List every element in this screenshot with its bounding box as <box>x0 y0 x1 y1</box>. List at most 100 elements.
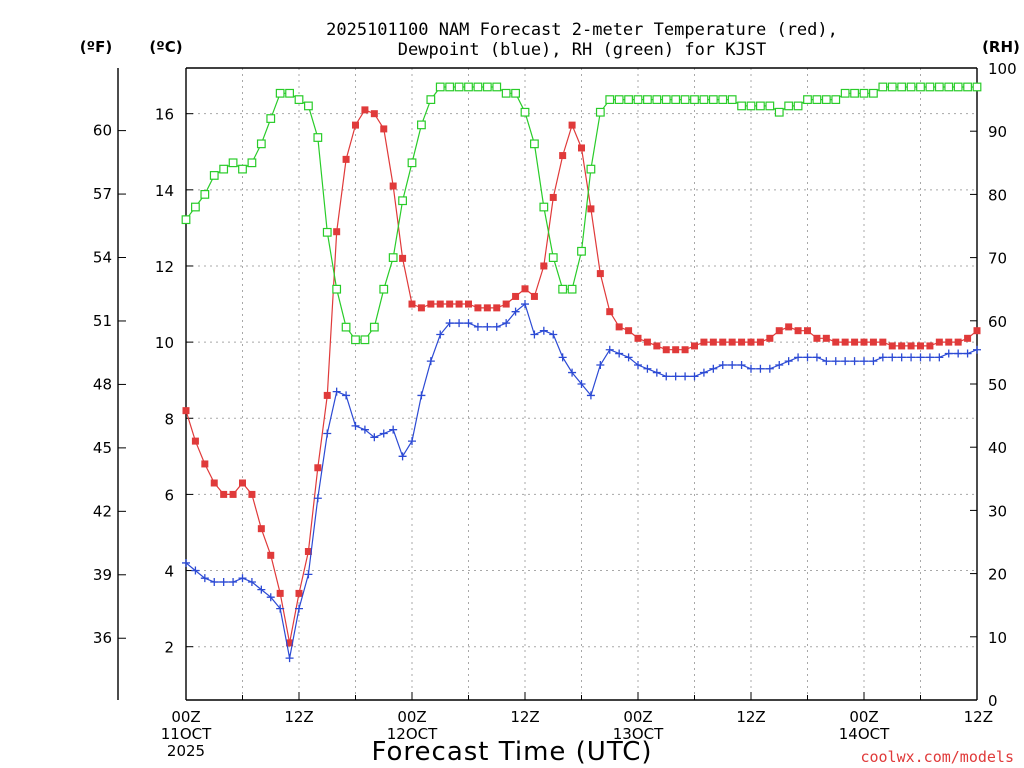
temperature-point-32 <box>483 304 491 312</box>
rh-point-40 <box>558 284 568 294</box>
rh-tick-label-5: 50 <box>988 376 1007 394</box>
rh-point-29 <box>454 82 464 92</box>
dewpoint-point-33 <box>492 322 501 331</box>
temperature-point-22 <box>389 182 397 190</box>
dewpoint-point-58 <box>728 360 737 369</box>
fahrenheit-tick-label-0: 36 <box>93 629 112 647</box>
rh-point-58 <box>727 95 737 105</box>
rh-tick-label-10: 100 <box>988 60 1017 78</box>
rh-point-48 <box>633 95 643 105</box>
time-tick-label-5-0: 12Z <box>736 708 765 726</box>
rh-point-52 <box>671 95 681 105</box>
time-tick-label-0-0: 00Z <box>171 708 200 726</box>
temperature-point-78 <box>917 342 924 350</box>
dewpoint-point-26 <box>426 357 435 366</box>
temperature-point-35 <box>512 292 520 300</box>
temperature-point-21 <box>380 125 388 133</box>
temperature-point-29 <box>455 300 463 308</box>
temperature-point-62 <box>766 334 774 342</box>
rh-point-44 <box>595 107 605 117</box>
chart-axes <box>117 67 978 701</box>
rh-point-42 <box>577 246 586 256</box>
temperature-point-0 <box>182 407 190 415</box>
rh-point-77 <box>906 82 916 92</box>
rh-point-53 <box>680 95 690 105</box>
temperature-point-23 <box>399 254 407 262</box>
dewpoint-point-72 <box>860 357 868 366</box>
rh-point-57 <box>718 95 728 105</box>
fahrenheit-tick-label-2: 42 <box>93 502 112 520</box>
dewpoint-point-20 <box>370 433 379 442</box>
dewpoint-point-76 <box>897 353 906 362</box>
dewpoint-point-70 <box>841 357 850 366</box>
dewpoint-point-74 <box>878 353 887 362</box>
rh-point-69 <box>831 95 841 105</box>
dewpoint-point-62 <box>765 364 774 373</box>
temperature-point-77 <box>907 342 915 350</box>
rh-tick-label-0: 0 <box>988 692 998 710</box>
dewpoint-point-46 <box>615 349 624 358</box>
rh-point-74 <box>878 82 888 92</box>
temperature-point-10 <box>276 589 284 597</box>
dewpoint-point-7 <box>247 577 256 586</box>
rh-point-49 <box>643 95 652 105</box>
temperature-point-54 <box>691 342 698 350</box>
dewpoint-point-25 <box>417 391 426 400</box>
rh-point-30 <box>464 82 473 92</box>
temperature-point-73 <box>869 338 877 346</box>
rh-point-34 <box>501 88 511 98</box>
temperature-point-15 <box>323 391 331 399</box>
rh-axis-unit: (RH) <box>982 38 1020 56</box>
temperature-point-53 <box>681 346 689 354</box>
rh-point-37 <box>530 139 539 149</box>
temperature-point-2 <box>201 460 209 468</box>
celsius-tick-label-4: 10 <box>155 334 174 352</box>
rh-point-2 <box>200 190 210 199</box>
rh-point-43 <box>586 164 596 174</box>
dewpoint-point-73 <box>869 357 878 366</box>
dewpoint-point-19 <box>360 425 369 434</box>
dewpoint-point-52 <box>671 372 680 381</box>
dewpoint-point-34 <box>502 319 511 328</box>
rh-point-75 <box>887 82 897 92</box>
rh-point-84 <box>972 82 982 92</box>
temperature-point-64 <box>785 323 793 331</box>
time-tick-label-6-0: 00Z <box>849 708 878 726</box>
dewpoint-point-56 <box>709 364 718 373</box>
temperature-point-1 <box>191 437 199 445</box>
dewpoint-point-60 <box>747 364 755 373</box>
dewpoint-point-80 <box>935 353 944 362</box>
rh-point-15 <box>322 227 332 237</box>
rh-point-20 <box>369 322 379 332</box>
dewpoint-point-83 <box>963 349 972 358</box>
rh-point-67 <box>812 95 822 105</box>
rh-point-38 <box>539 202 549 212</box>
temperature-point-72 <box>860 338 868 346</box>
rh-point-55 <box>699 95 709 105</box>
fahrenheit-tick-label-6: 54 <box>93 249 112 267</box>
celsius-tick-label-3: 8 <box>164 410 174 428</box>
dewpoint-point-2 <box>200 574 209 583</box>
temperature-point-24 <box>408 300 416 308</box>
dewpoint-point-15 <box>323 429 332 438</box>
dewpoint-point-32 <box>483 322 492 331</box>
rh-point-51 <box>661 95 671 105</box>
rh-point-24 <box>407 158 417 168</box>
temperature-point-28 <box>446 300 454 308</box>
temperature-point-7 <box>248 490 256 498</box>
dewpoint-point-65 <box>794 353 803 362</box>
time-tick-label-1-0: 12Z <box>284 708 313 726</box>
fahrenheit-tick-label-1: 39 <box>93 566 112 584</box>
dewpoint-point-8 <box>257 585 266 594</box>
rh-point-3 <box>209 171 219 180</box>
chart-series <box>181 82 982 663</box>
temperature-point-79 <box>926 342 934 350</box>
rh-point-36 <box>520 107 530 117</box>
dewpoint-point-35 <box>511 307 520 316</box>
celsius-tick-label-0: 2 <box>164 639 174 657</box>
celsius-tick-label-6: 14 <box>155 182 174 200</box>
dewpoint-point-42 <box>577 380 586 388</box>
dewpoint-point-77 <box>907 353 916 362</box>
dewpoint-point-59 <box>737 360 746 369</box>
